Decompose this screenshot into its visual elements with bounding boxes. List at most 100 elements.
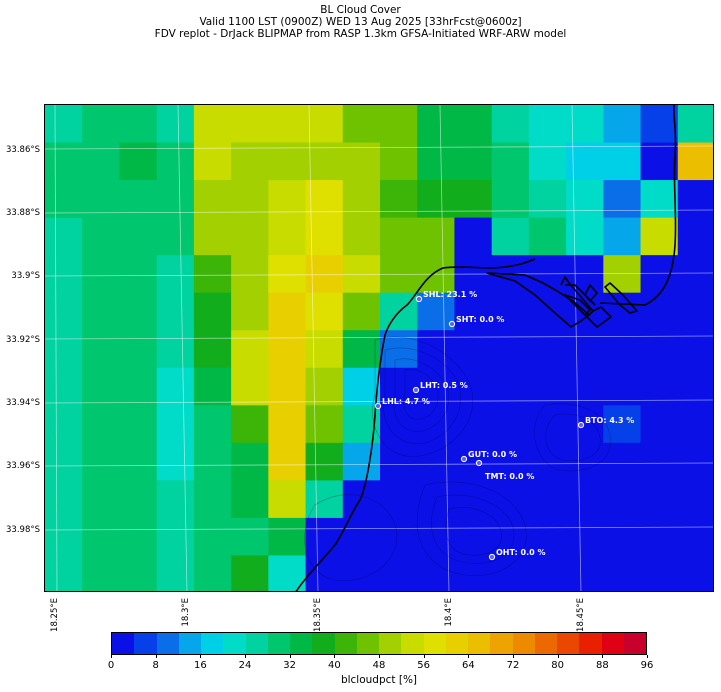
grid-cell (156, 555, 195, 591)
grid-cell (82, 555, 121, 591)
grid-cell (82, 292, 121, 331)
colorbar-tick-mark (245, 655, 246, 658)
grid-cell (119, 555, 158, 591)
grid-cell (566, 405, 604, 444)
station-label-oht: OHT: 0.0 % (496, 548, 545, 557)
grid-cell (231, 367, 269, 406)
grid-cell (45, 555, 83, 591)
grid-cell (268, 255, 307, 294)
grid-cell (640, 142, 679, 181)
colorbar-segment (579, 633, 602, 654)
grid-cell (380, 405, 418, 444)
colorbar-tick-label: 0 (107, 660, 115, 671)
grid-cell (82, 105, 121, 144)
station-marker-oht (488, 553, 496, 561)
grid-cell (305, 255, 344, 294)
colorbar-tick-mark (602, 655, 604, 658)
grid-cell (640, 367, 679, 406)
colorbar-tick-label: 96 (640, 660, 654, 671)
colorbar (111, 632, 647, 655)
grid-cell (342, 180, 381, 219)
grid-cell (193, 517, 232, 557)
grid-cell (603, 480, 642, 519)
grid-cell (454, 405, 493, 444)
grid-cell (380, 142, 418, 181)
grid-cell (193, 292, 232, 331)
grid-cell (491, 517, 530, 557)
grid-cell (342, 442, 381, 481)
grid-cell (119, 405, 158, 444)
grid-cell (677, 292, 713, 331)
grid-cell (193, 142, 232, 181)
colorbar-segment (245, 633, 268, 654)
grid-cell (342, 330, 381, 369)
grid-cell (268, 405, 307, 444)
grid-cell (193, 405, 232, 444)
colorbar-tick-mark (423, 655, 425, 658)
grid-cell (566, 255, 604, 294)
grid-cell (305, 405, 344, 444)
parallel-line (45, 335, 713, 340)
grid-cell (342, 480, 381, 519)
grid-cell (640, 255, 679, 294)
grid-cell (268, 367, 307, 406)
grid-cell (231, 480, 269, 519)
grid-cell (156, 517, 195, 557)
grid-cell (156, 330, 195, 369)
grid-cell (528, 480, 567, 519)
grid-cell (156, 217, 195, 256)
colorbar-tick-label: 72 (506, 660, 520, 671)
grid-cell (677, 517, 713, 557)
latitude-tick-label: 33.92°S (6, 335, 40, 345)
title-line-1: BL Cloud Cover (320, 4, 401, 16)
grid-cell (528, 517, 567, 557)
latitude-tick-label: 33.88°S (6, 208, 40, 218)
grid-cell (417, 480, 456, 519)
map-area: SHL: 23.1 % SHT: 0.0 % LHT: 0.5 % LHL: 4.7 … (44, 104, 714, 592)
grid-cell (305, 442, 344, 481)
grid-cell (491, 442, 530, 481)
grid-cell (528, 255, 567, 294)
grid-cell (156, 292, 195, 331)
parallel-line (45, 399, 713, 404)
grid-cell (45, 367, 83, 406)
grid-cell (528, 555, 567, 591)
colorbar-tick-mark (334, 655, 336, 658)
grid-cell (603, 330, 642, 369)
grid-cell (417, 442, 456, 481)
grid-cell (119, 517, 158, 557)
meridian-line (308, 105, 319, 591)
grid-cell (156, 105, 195, 144)
colorbar-segment (356, 633, 379, 654)
grid-cell (454, 292, 493, 331)
grid-cell (231, 517, 269, 557)
grid-cell (454, 180, 493, 219)
grid-cell (231, 255, 269, 294)
latitude-tick-label: 33.96°S (6, 461, 40, 471)
grid-cell (528, 105, 567, 144)
grid-cell (603, 405, 642, 444)
grid-cell (491, 217, 530, 256)
grid-cell (268, 480, 307, 519)
colorbar-tick-label: 8 (152, 660, 159, 671)
grid-cell (603, 217, 642, 256)
grid-cell (491, 367, 530, 406)
colorbar-segment (334, 633, 357, 654)
grid-cell (566, 142, 604, 181)
grid-cell (640, 442, 679, 481)
grid-cell (268, 142, 307, 181)
longitude-tick-label: 18.4°E (444, 598, 454, 627)
grid-cell (342, 555, 381, 591)
grid-cell (566, 480, 604, 519)
longitude-tick-label: 18.3°E (181, 598, 191, 627)
colorbar-segment (134, 633, 157, 654)
grid-cell (491, 142, 530, 181)
colorbar-tick-mark (379, 655, 380, 658)
grid-cell (119, 480, 158, 519)
grid-cell (566, 367, 604, 406)
grid-cell (566, 442, 604, 481)
grid-cell (528, 442, 567, 481)
grid-cell (417, 405, 456, 444)
grid-cell (677, 555, 713, 591)
grid-cell (119, 292, 158, 331)
